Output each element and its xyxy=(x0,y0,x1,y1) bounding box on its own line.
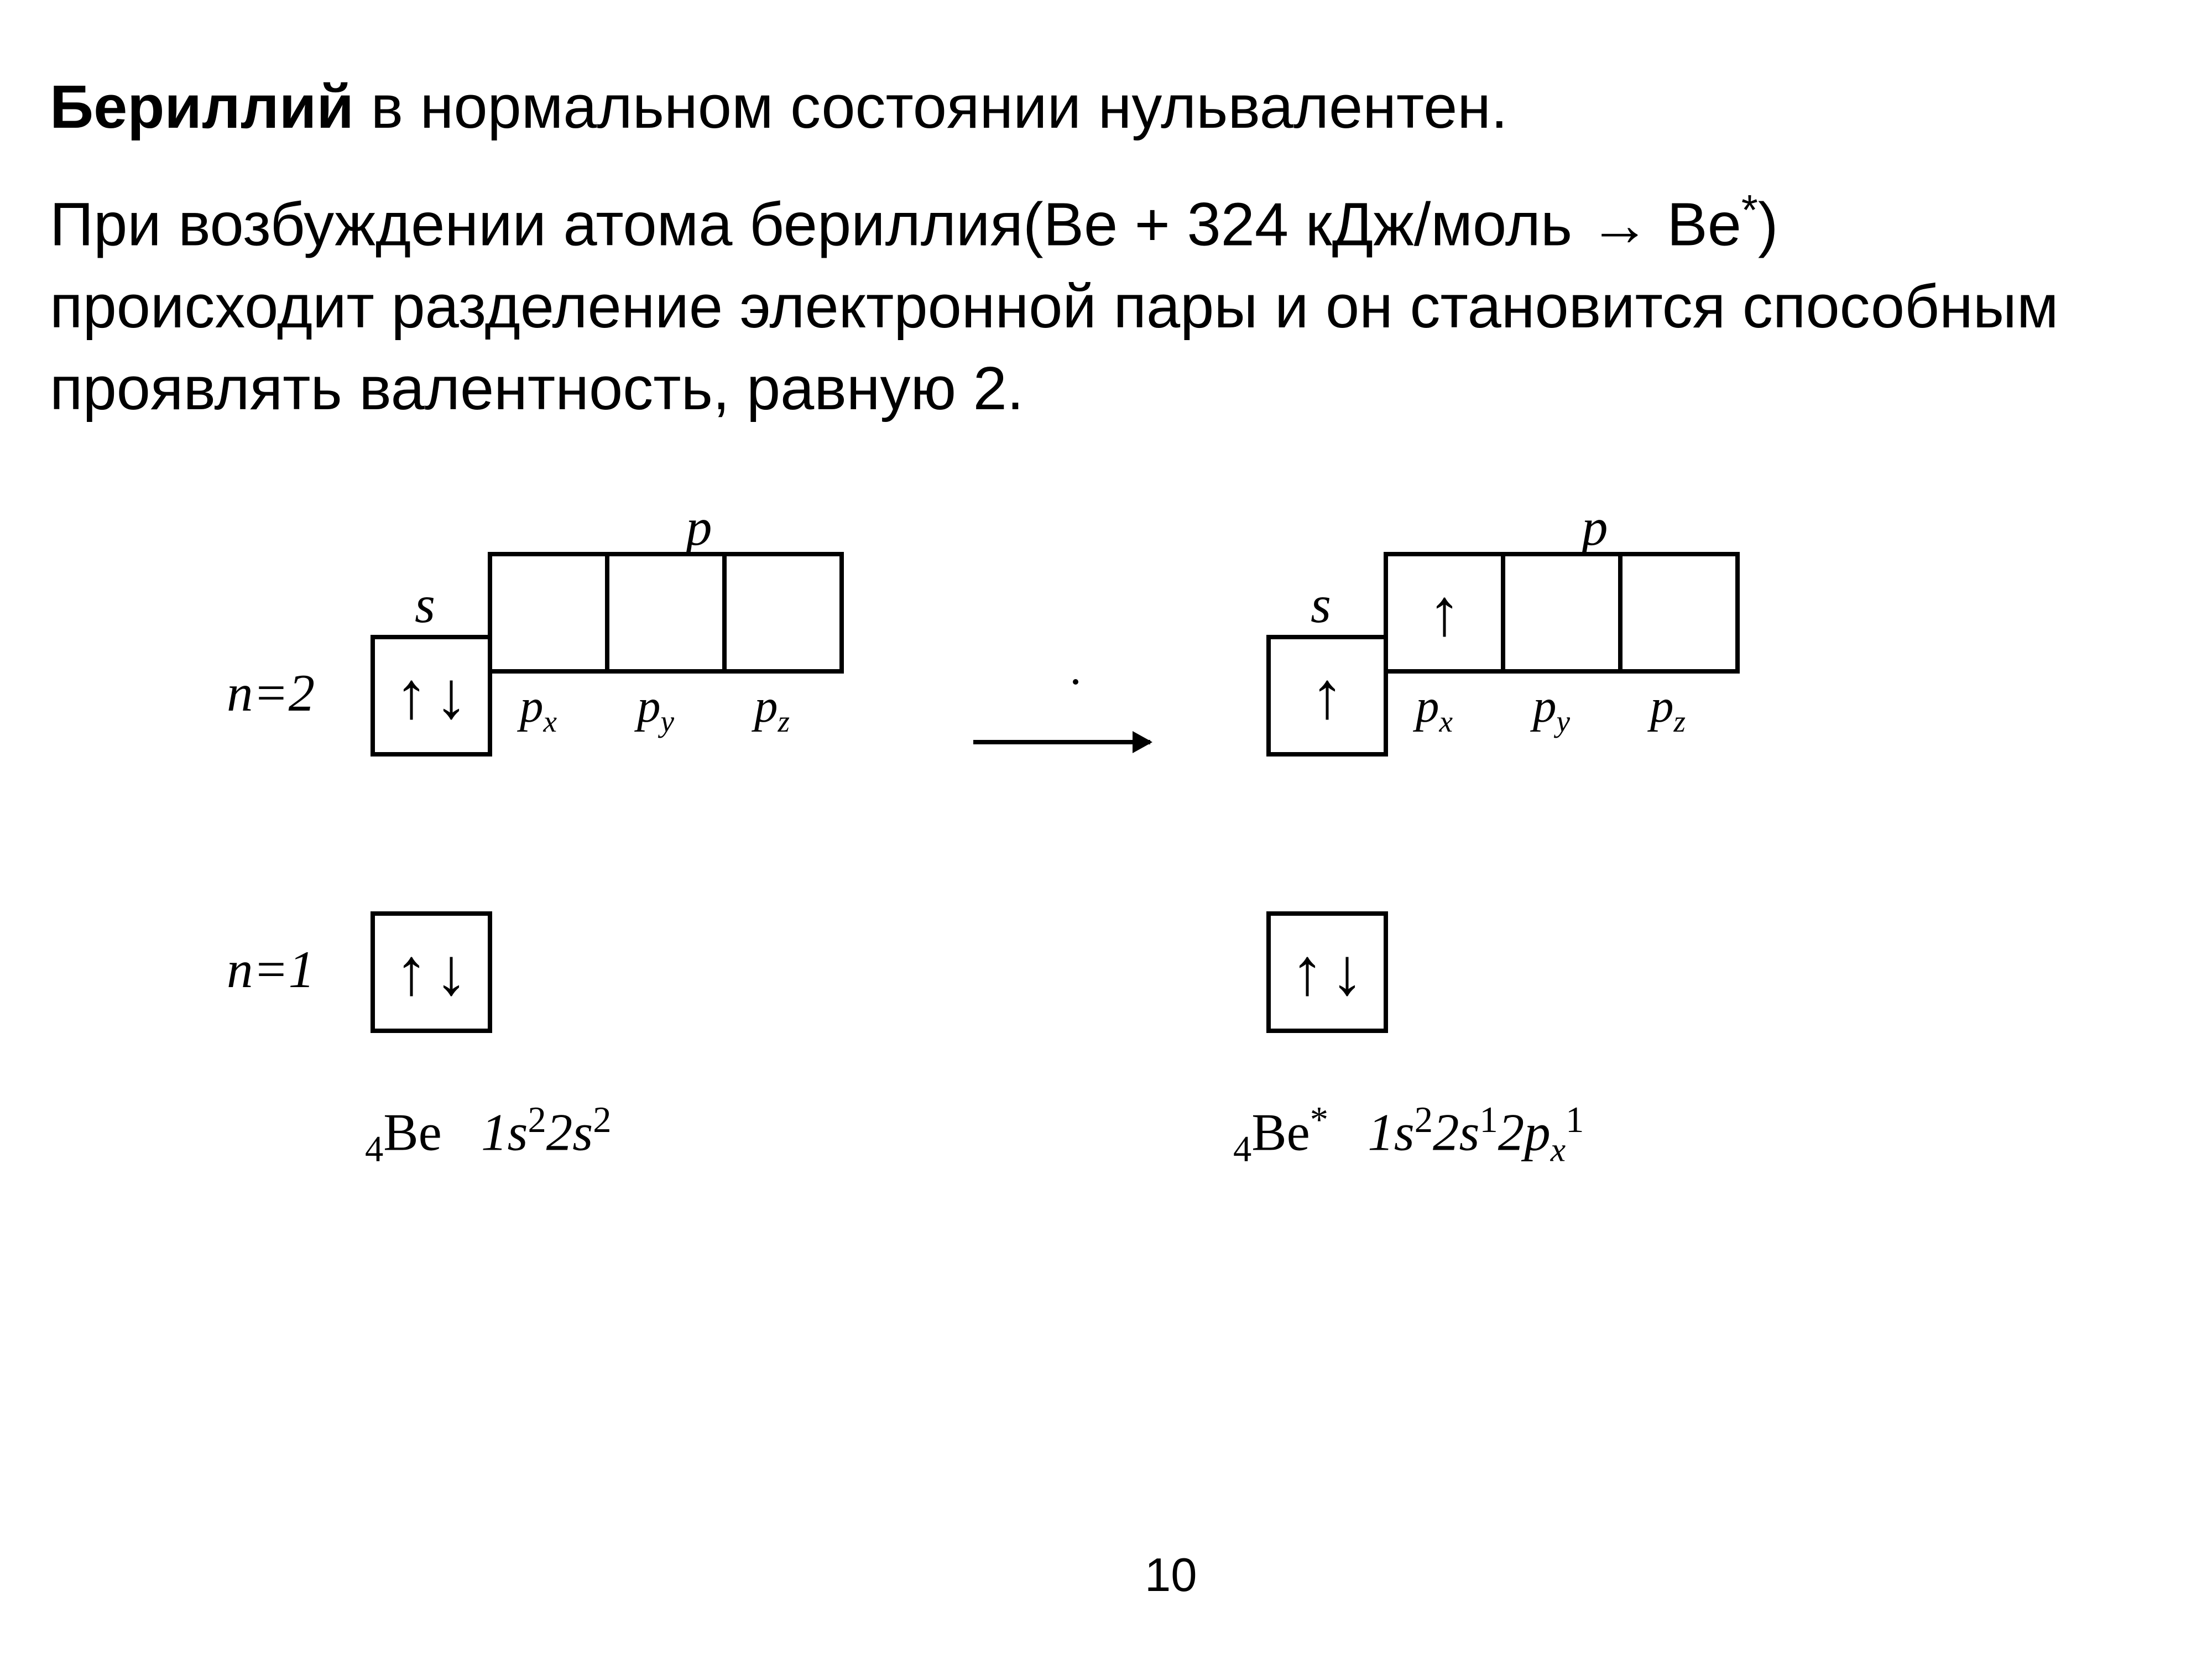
left-s-label: s xyxy=(415,574,435,635)
arrow-down-icon: ↓ xyxy=(435,939,468,1005)
right-p1-arrows: ↑ xyxy=(1384,552,1505,674)
bold-beryllium: Бериллий xyxy=(50,73,354,141)
left-p1-cell xyxy=(488,552,609,674)
arrow-down-icon: ↓ xyxy=(1331,939,1364,1005)
right-s-label: s xyxy=(1311,574,1331,635)
right-p-label: p xyxy=(1582,497,1608,557)
arrow-up-icon: ↑ xyxy=(1428,580,1461,646)
arrow-up-icon: ↑ xyxy=(395,939,428,1005)
arrow-up-icon: ↑ xyxy=(1291,939,1324,1005)
right-n1-s-arrows: ↑↓ xyxy=(1266,911,1388,1033)
slide-page: Бериллий в нормальном состоянии нульвале… xyxy=(0,0,2212,1659)
left-n1-s-arrows: ↑↓ xyxy=(371,911,492,1033)
arrow-down-icon: ↓ xyxy=(435,662,468,729)
right-px-label: px xyxy=(1416,679,1453,739)
dot-icon xyxy=(1073,679,1078,685)
right-pz-label: pz xyxy=(1650,679,1686,739)
arrow-up-icon: ↑ xyxy=(1311,662,1344,729)
left-p2-cell xyxy=(605,552,727,674)
line3: происходит разделение электронной пары и… xyxy=(50,273,2058,423)
paragraph-2: При возбуждении атома бериллия(Be + 324 … xyxy=(50,182,2162,430)
line2b: ) xyxy=(1758,190,1778,258)
right-n2-s-arrows: ↑ xyxy=(1266,635,1388,757)
right-p2-cell xyxy=(1501,552,1623,674)
paragraph-1: Бериллий в нормальном состоянии нульвале… xyxy=(50,66,2162,149)
orbital-diagram: p s n=2 n=1 ↑↓ px py pz ↑↓ 4Be 1s22s2 xyxy=(221,508,1991,1365)
left-py-label: py xyxy=(637,679,674,739)
left-n2-s-arrows: ↑↓ xyxy=(371,635,492,757)
right-py-label: py xyxy=(1533,679,1570,739)
right-p3-cell xyxy=(1618,552,1740,674)
line1-rest: в нормальном состоянии нульвалентен. xyxy=(354,73,1508,141)
left-pz-label: pz xyxy=(754,679,790,739)
left-config: 4Be 1s22s2 xyxy=(365,1099,612,1171)
be-star-sup: * xyxy=(1741,186,1758,234)
left-p-label: p xyxy=(686,497,712,557)
left-px-label: px xyxy=(520,679,557,739)
left-n2-label: n=2 xyxy=(227,662,315,723)
transition-arrow-icon xyxy=(973,740,1150,744)
left-p3-cell xyxy=(722,552,844,674)
line2a: При возбуждении атома бериллия(Be + 324 … xyxy=(50,190,1741,258)
arrow-up-icon: ↑ xyxy=(395,662,428,729)
right-config: 4Be* 1s22s12px1 xyxy=(1233,1099,1584,1171)
left-n1-label: n=1 xyxy=(227,939,315,1000)
page-number: 10 xyxy=(1145,1548,1197,1603)
